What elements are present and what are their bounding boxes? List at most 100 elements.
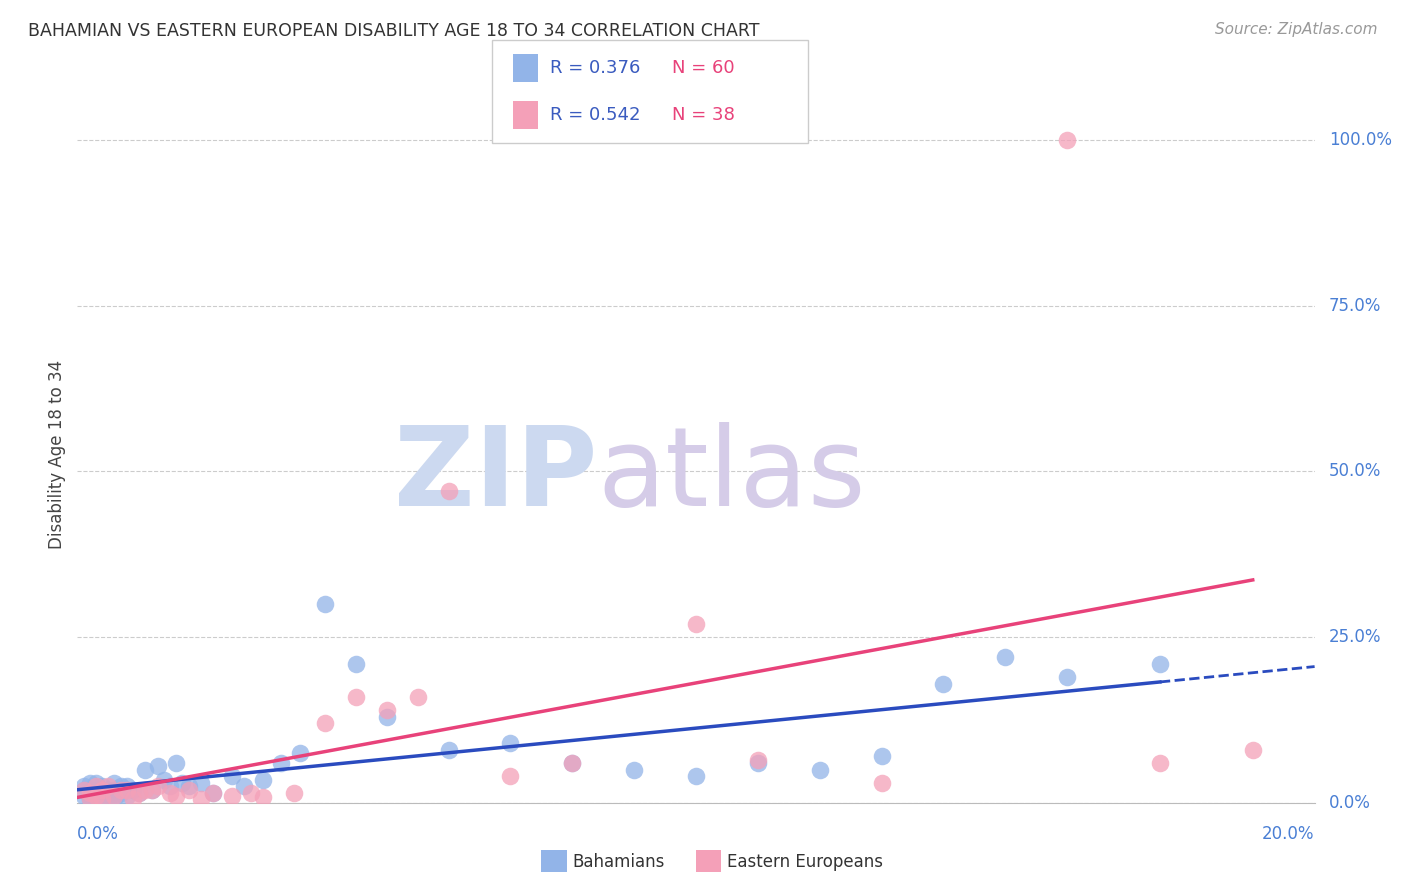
Point <box>84 789 107 804</box>
Point <box>344 657 367 671</box>
Point <box>314 597 336 611</box>
Text: Bahamians: Bahamians <box>572 853 665 871</box>
Point <box>84 776 107 790</box>
Point <box>110 786 132 800</box>
Point <box>146 779 169 793</box>
Point <box>134 763 156 777</box>
Point <box>932 676 955 690</box>
Point <box>134 782 156 797</box>
Point <box>202 786 225 800</box>
Point <box>239 786 262 800</box>
Text: R = 0.376: R = 0.376 <box>550 59 640 77</box>
Point <box>79 786 101 800</box>
Point <box>141 782 163 797</box>
Point <box>685 616 707 631</box>
Point <box>221 789 243 804</box>
Point <box>283 786 305 800</box>
Point <box>146 759 169 773</box>
Point <box>122 792 145 806</box>
Point <box>115 789 138 804</box>
Point <box>561 756 583 770</box>
Point <box>221 769 243 783</box>
Point <box>79 789 101 804</box>
Point <box>91 782 114 797</box>
Point <box>84 779 107 793</box>
Point <box>72 782 94 797</box>
Point <box>115 779 138 793</box>
Point <box>406 690 429 704</box>
Point <box>72 782 94 797</box>
Point <box>97 782 120 797</box>
Point <box>252 790 274 805</box>
Point <box>159 786 181 800</box>
Point <box>122 782 145 797</box>
Point <box>97 789 120 804</box>
Point <box>561 756 583 770</box>
Point <box>747 756 769 770</box>
Point <box>153 772 176 787</box>
Point <box>870 776 893 790</box>
Point <box>72 789 94 804</box>
Point <box>1149 657 1171 671</box>
Point <box>91 779 114 793</box>
Point <box>103 789 125 804</box>
Point <box>103 789 125 804</box>
Point <box>84 782 107 797</box>
Point <box>79 792 101 806</box>
Point <box>115 782 138 797</box>
Point <box>1241 743 1264 757</box>
Text: 0.0%: 0.0% <box>1329 794 1371 812</box>
Point <box>685 769 707 783</box>
Text: atlas: atlas <box>598 422 866 529</box>
Point <box>103 792 125 806</box>
Point <box>994 650 1017 665</box>
Text: 20.0%: 20.0% <box>1263 825 1315 843</box>
Text: N = 38: N = 38 <box>672 106 735 124</box>
Text: ZIP: ZIP <box>394 422 598 529</box>
Point <box>375 703 398 717</box>
Point <box>375 709 398 723</box>
Point <box>344 690 367 704</box>
Point <box>747 753 769 767</box>
Point <box>91 792 114 806</box>
Point <box>808 763 831 777</box>
Point <box>437 743 460 757</box>
Point <box>288 746 311 760</box>
Point <box>79 782 101 797</box>
Point <box>79 776 101 790</box>
Point <box>110 782 132 797</box>
Point <box>79 792 101 806</box>
Text: Source: ZipAtlas.com: Source: ZipAtlas.com <box>1215 22 1378 37</box>
Point <box>172 776 194 790</box>
Point <box>110 779 132 793</box>
Point <box>499 769 522 783</box>
Text: Eastern Europeans: Eastern Europeans <box>727 853 883 871</box>
Point <box>252 772 274 787</box>
Text: 50.0%: 50.0% <box>1329 462 1381 481</box>
Point <box>177 779 200 793</box>
Point <box>1149 756 1171 770</box>
Text: R = 0.542: R = 0.542 <box>550 106 640 124</box>
Point <box>314 716 336 731</box>
Point <box>103 776 125 790</box>
Point <box>72 779 94 793</box>
Point <box>91 792 114 806</box>
Text: BAHAMIAN VS EASTERN EUROPEAN DISABILITY AGE 18 TO 34 CORRELATION CHART: BAHAMIAN VS EASTERN EUROPEAN DISABILITY … <box>28 22 759 40</box>
Text: 0.0%: 0.0% <box>77 825 120 843</box>
Point <box>91 789 114 804</box>
Text: 100.0%: 100.0% <box>1329 131 1392 149</box>
Point <box>128 786 150 800</box>
Point <box>190 792 212 806</box>
Point <box>165 789 187 804</box>
Point <box>79 786 101 800</box>
Point <box>97 779 120 793</box>
Point <box>202 786 225 800</box>
Point <box>159 779 181 793</box>
Point <box>141 782 163 797</box>
Point <box>190 776 212 790</box>
Point <box>84 786 107 800</box>
Point <box>499 736 522 750</box>
Text: 25.0%: 25.0% <box>1329 628 1381 646</box>
Point <box>623 763 645 777</box>
Point <box>97 792 120 806</box>
